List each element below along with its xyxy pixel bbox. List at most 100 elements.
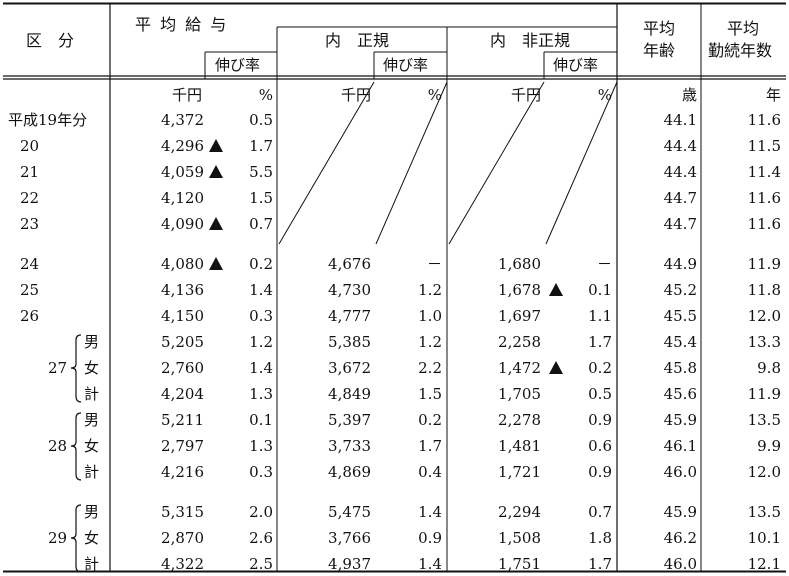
gender-label-male: 男 (84, 411, 100, 429)
cell-regular-growth: － (426, 255, 442, 273)
row-label: 平成19年分 (8, 111, 88, 129)
cell-regular: 4,777 (328, 307, 371, 325)
cell-nonregular-growth: － (596, 255, 612, 273)
cell-regular-growth: 1.2 (418, 333, 442, 351)
unit-age: 歳 (681, 86, 697, 104)
cell-regular-growth: 1.7 (418, 437, 442, 455)
cell-regular: 5,475 (328, 503, 371, 521)
cell-avg-years: 13.5 (747, 411, 781, 429)
header-avg-years-l2: 勤続年数 (708, 41, 773, 60)
row-label: 21 (20, 163, 40, 181)
cell-nonregular-growth: 1.7 (588, 555, 612, 573)
cell-growth: 2.6 (249, 529, 273, 547)
year-group-label: 27 (48, 359, 68, 377)
gender-label-total: 計 (84, 555, 100, 573)
cell-nonregular: 1,697 (498, 307, 541, 325)
cell-avg-years: 10.1 (747, 529, 781, 547)
unit-reg-pct: % (427, 86, 442, 104)
row-label: 26 (20, 307, 40, 325)
unit-salary: 千円 (171, 86, 202, 104)
cell-regular-growth: 1.4 (418, 555, 442, 573)
cell-avg-years: 13.5 (747, 503, 781, 521)
cell-avg-age: 44.4 (663, 137, 697, 155)
cell-avg-age: 46.1 (663, 437, 697, 455)
cell-avg-age: 45.4 (663, 333, 697, 351)
cell-growth: 0.3 (249, 463, 273, 481)
gender-label-female: 女 (84, 359, 100, 377)
cell-avg-years: 12.0 (747, 307, 781, 325)
gender-label-female: 女 (84, 437, 100, 455)
header-avg-years-l1: 平均 (727, 19, 760, 38)
cell-nonregular-growth: 1.7 (588, 333, 612, 351)
cell-nonregular-growth: 0.7 (588, 503, 612, 521)
cell-nonregular: 1,705 (498, 385, 541, 403)
cell-avg-age: 44.1 (663, 111, 697, 129)
cell-nonregular: 1,751 (498, 555, 541, 573)
cell-avg-age: 46.2 (663, 529, 697, 547)
cell-growth: 0.5 (249, 111, 273, 129)
header-avg-age-l1: 平均 (643, 19, 676, 38)
cell-salary: 5,205 (161, 333, 204, 351)
cell-nonregular-growth: 0.5 (588, 385, 612, 403)
cell-growth: 0.7 (249, 215, 273, 233)
header-avg-salary: 平 均 給 与 (135, 15, 229, 34)
cell-nonregular-growth: 0.6 (588, 437, 612, 455)
cell-avg-age: 45.6 (663, 385, 697, 403)
cell-avg-years: 9.9 (757, 437, 781, 455)
cell-salary: 5,315 (161, 503, 204, 521)
negative-triangle-icon (209, 139, 223, 152)
cell-avg-age: 44.4 (663, 163, 697, 181)
negative-triangle-icon (209, 165, 223, 178)
unit-non-pct: % (597, 86, 612, 104)
cell-growth: 1.3 (249, 437, 273, 455)
gender-label-male: 男 (84, 503, 100, 521)
unit-reg: 千円 (340, 86, 371, 104)
cell-nonregular: 1,472 (498, 359, 541, 377)
cell-salary: 4,120 (161, 189, 204, 207)
cell-avg-years: 9.8 (757, 359, 781, 377)
cell-avg-age: 44.7 (663, 215, 697, 233)
cell-salary: 4,204 (161, 385, 204, 403)
cell-regular: 4,730 (328, 281, 371, 299)
cell-nonregular: 1,678 (498, 281, 541, 299)
unit-non: 千円 (510, 86, 541, 104)
cell-nonregular: 1,481 (498, 437, 541, 455)
cell-salary: 4,059 (161, 163, 204, 181)
cell-salary: 4,080 (161, 255, 204, 273)
cell-regular-growth: 0.9 (418, 529, 442, 547)
cell-growth: 1.4 (249, 281, 273, 299)
cell-regular: 5,385 (328, 333, 371, 351)
year-group-label: 29 (48, 529, 68, 547)
unit-years: 年 (765, 86, 781, 104)
cell-salary: 4,150 (161, 307, 204, 325)
cell-avg-years: 11.6 (747, 215, 781, 233)
cell-nonregular-growth: 0.9 (588, 411, 612, 429)
header-regular: 内 正規 (325, 31, 390, 50)
cell-avg-age: 45.9 (663, 503, 697, 521)
cell-regular: 4,676 (328, 255, 371, 273)
header-avg-age-l2: 年齢 (643, 41, 676, 60)
cell-growth: 2.0 (249, 503, 273, 521)
cell-salary: 4,090 (161, 215, 204, 233)
cell-nonregular-growth: 1.8 (588, 529, 612, 547)
cell-salary: 4,136 (161, 281, 204, 299)
cell-salary: 2,797 (161, 437, 204, 455)
row-label: 22 (20, 189, 40, 207)
brace-icon (70, 412, 82, 481)
cell-avg-age: 44.7 (663, 189, 697, 207)
cell-salary: 4,322 (161, 555, 204, 573)
cell-avg-years: 11.6 (747, 189, 781, 207)
cell-growth: 0.1 (249, 411, 273, 429)
cell-regular: 3,733 (328, 437, 371, 455)
row-label: 23 (20, 215, 40, 233)
unit-pct: % (258, 86, 273, 104)
cell-nonregular: 1,508 (498, 529, 541, 547)
cell-regular: 4,869 (328, 463, 371, 481)
negative-triangle-icon (549, 361, 563, 374)
negative-triangle-icon (209, 257, 223, 270)
cell-growth: 0.3 (249, 307, 273, 325)
negative-triangle-icon (549, 283, 563, 296)
cell-nonregular: 2,278 (498, 411, 541, 429)
cell-growth: 1.4 (249, 359, 273, 377)
gender-label-total: 計 (84, 463, 100, 481)
